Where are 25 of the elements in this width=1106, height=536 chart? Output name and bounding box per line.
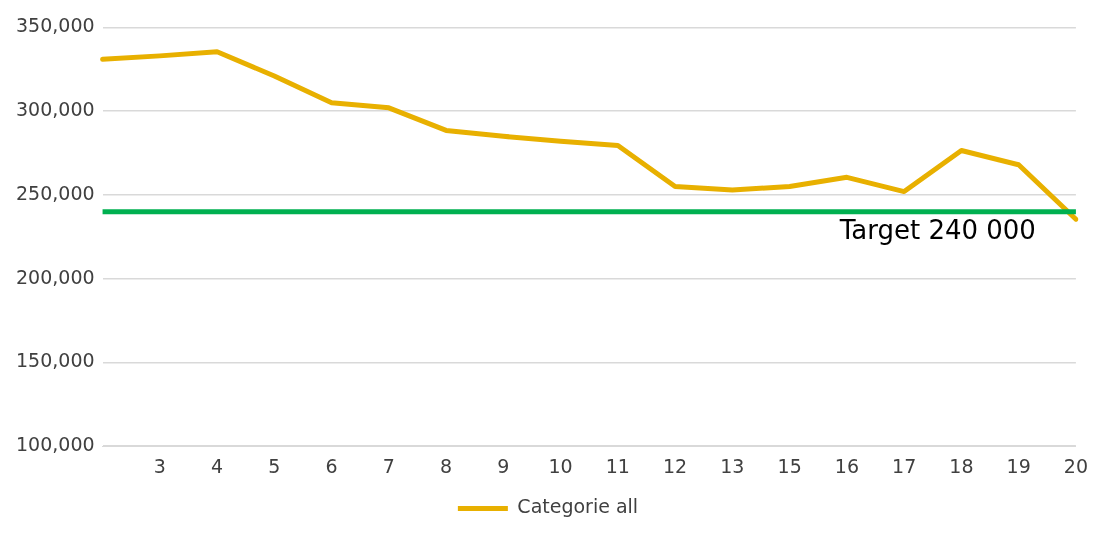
y-tick-label: 350,000: [15, 14, 95, 37]
x-tick-label: 13: [720, 454, 745, 477]
x-tick-label: 18: [949, 454, 974, 477]
x-tick-label: 3: [153, 454, 166, 477]
y-tick-label: 150,000: [15, 349, 95, 372]
x-tick-label: 6: [325, 454, 338, 477]
x-tick-label: 7: [382, 454, 395, 477]
x-tick-label: 17: [892, 454, 917, 477]
x-tick-label: 15: [777, 454, 802, 477]
y-tick-label: 200,000: [15, 265, 95, 288]
x-tick-label: 9: [497, 454, 510, 477]
x-tick-label: 19: [1006, 454, 1031, 477]
y-tick-label: 250,000: [15, 181, 95, 204]
x-tick-label: 16: [834, 454, 859, 477]
y-tick-label: 300,000: [15, 98, 95, 121]
x-tick-label: 20: [1063, 454, 1089, 477]
legend-label: Categorie all: [517, 495, 639, 518]
x-tick-label: 11: [605, 454, 630, 477]
y-tick-label: 100,000: [15, 433, 95, 456]
x-tick-label: 12: [663, 454, 688, 477]
ref-line-label: Target 240 000: [838, 215, 1036, 246]
x-tick-label: 5: [268, 454, 281, 477]
x-tick-label: 10: [548, 454, 573, 477]
x-tick-label: 8: [440, 454, 453, 477]
x-tick-label: 4: [211, 454, 224, 477]
